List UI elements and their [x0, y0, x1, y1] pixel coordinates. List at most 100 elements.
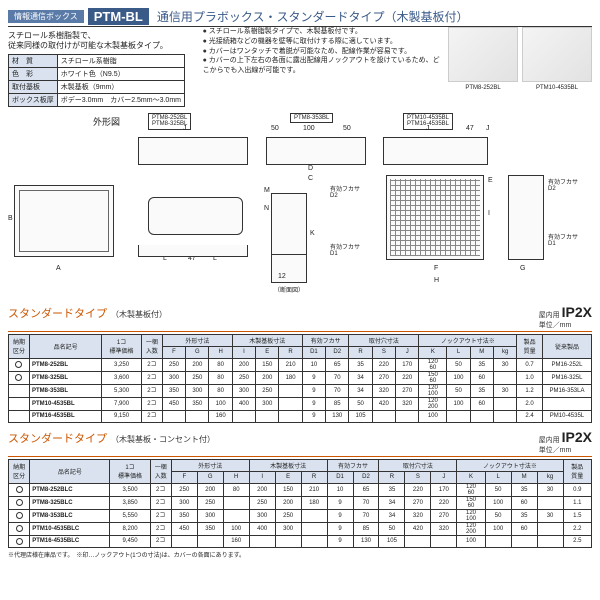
- iso-view-1: [148, 197, 243, 235]
- cell: 3,500: [110, 483, 150, 496]
- cell: 180: [301, 496, 327, 509]
- cell: 200: [232, 358, 255, 371]
- cell: 5,300: [102, 384, 142, 397]
- cell: 270: [405, 496, 431, 509]
- cell: 0.9: [563, 483, 591, 496]
- cell: 150: [256, 358, 279, 371]
- cell: 85: [326, 397, 349, 410]
- cell: 9: [327, 535, 353, 547]
- cell: [537, 535, 563, 547]
- cell: [9, 522, 30, 535]
- cell: 35: [379, 483, 405, 496]
- cell: 60: [470, 397, 493, 410]
- spec-key: 材 質: [9, 54, 58, 67]
- cell: PM16-325L: [542, 371, 591, 384]
- cell: 2コ: [150, 483, 171, 496]
- cell: 250: [232, 371, 255, 384]
- diagram-area: 外形図 PTM8-252BL PTM8-325BL PTM8-353BL PTM…: [8, 115, 592, 300]
- section2-head: スタンダードタイプ （木製基板・コンセント付） 屋内用 IP2X単位／mm: [8, 429, 592, 457]
- cell: [301, 522, 327, 535]
- cell: 220: [431, 496, 457, 509]
- cell: 9: [302, 410, 325, 422]
- cell: 34: [379, 509, 405, 522]
- cell: 220: [372, 358, 395, 371]
- cell: 130: [326, 410, 349, 422]
- cell: 170: [431, 483, 457, 496]
- col-header: 有効フカサ: [302, 334, 349, 346]
- col-header: 木製基板寸法: [249, 459, 327, 471]
- cell: 9,150: [102, 410, 142, 422]
- cell: 2コ: [150, 535, 171, 547]
- cell: 300: [249, 509, 275, 522]
- cell: 270: [372, 371, 395, 384]
- cell: PTM10-4535BL: [29, 397, 101, 410]
- cell: 100: [447, 371, 470, 384]
- spec-val: スチロール系樹脂: [57, 54, 184, 67]
- cell: 300: [162, 371, 185, 384]
- subtitle: スチロール系樹脂製で、 従来同様の取付けが可能な木製基板タイプ。: [8, 31, 191, 52]
- cell: 50: [379, 522, 405, 535]
- cell: 160: [209, 410, 232, 422]
- cell: 3,850: [110, 496, 150, 509]
- cell: 35: [511, 509, 537, 522]
- cell: PTM8-252BL: [29, 358, 101, 371]
- cell: 50: [447, 384, 470, 397]
- cell: 2.5: [563, 535, 591, 547]
- cell: 35: [511, 483, 537, 496]
- spec-val: ボデー3.0mm カバー2.5mm～3.0mm: [57, 93, 184, 106]
- cell: 200: [197, 483, 223, 496]
- cell: 50: [349, 397, 372, 410]
- cell: 2コ: [150, 522, 171, 535]
- cell: 105: [349, 410, 372, 422]
- cell: 400: [232, 397, 255, 410]
- table1: 納期 区分品名記号1コ 標準価格一梱 入数外形寸法木製基板寸法有効フカサ取付穴寸…: [8, 334, 592, 423]
- cell: [301, 535, 327, 547]
- cell: [372, 410, 395, 422]
- cell: 100: [457, 535, 485, 547]
- feature-item: スチロール系樹脂製タイプで、木製基板付です。: [203, 27, 440, 37]
- cell: 300: [232, 384, 255, 397]
- cell: [279, 397, 302, 410]
- cell: [485, 535, 511, 547]
- cell: 170: [396, 358, 419, 371]
- cell: PM16-252L: [542, 358, 591, 371]
- cell: 250: [162, 358, 185, 371]
- cell: PTM8-353BLC: [30, 509, 110, 522]
- cell: [275, 535, 301, 547]
- spec-key: 色 彩: [9, 67, 58, 80]
- top-view-3: [383, 137, 488, 165]
- top-view-2: [266, 137, 366, 165]
- cell: 5,550: [110, 509, 150, 522]
- cell: [301, 509, 327, 522]
- cell: 350: [162, 384, 185, 397]
- cell: 270: [431, 509, 457, 522]
- cell: 9,450: [110, 535, 150, 547]
- product-photo: [522, 27, 592, 82]
- section2-title: スタンダードタイプ: [8, 430, 107, 446]
- cell: 200: [256, 371, 279, 384]
- cell: 80: [209, 358, 232, 371]
- cell: 250: [249, 496, 275, 509]
- cell: [197, 535, 223, 547]
- cell: 320: [405, 509, 431, 522]
- cell: [223, 496, 249, 509]
- cell: 120 200: [419, 397, 447, 410]
- cell: 220: [396, 371, 419, 384]
- cell: 34: [349, 384, 372, 397]
- cell: [431, 535, 457, 547]
- col-header: 納期 区分: [9, 334, 30, 358]
- cell: 100: [485, 496, 511, 509]
- cell: 9: [327, 496, 353, 509]
- cell: 400: [249, 522, 275, 535]
- feature-item: 光接続箱などの機器を壁等に取付けする際に適しています。: [203, 37, 440, 47]
- cell: 9: [302, 371, 325, 384]
- cell: 120 200: [457, 522, 485, 535]
- cell: 9: [302, 397, 325, 410]
- section2-sub: （木製基板・コンセント付）: [111, 434, 215, 445]
- col-header: 1コ 標準価格: [110, 459, 150, 483]
- cell: 150 60: [457, 496, 485, 509]
- cell: 200: [275, 496, 301, 509]
- category-tag: 情報通信ボックス: [8, 10, 84, 23]
- cell: PTM8-325BL: [29, 371, 101, 384]
- cell: [537, 522, 563, 535]
